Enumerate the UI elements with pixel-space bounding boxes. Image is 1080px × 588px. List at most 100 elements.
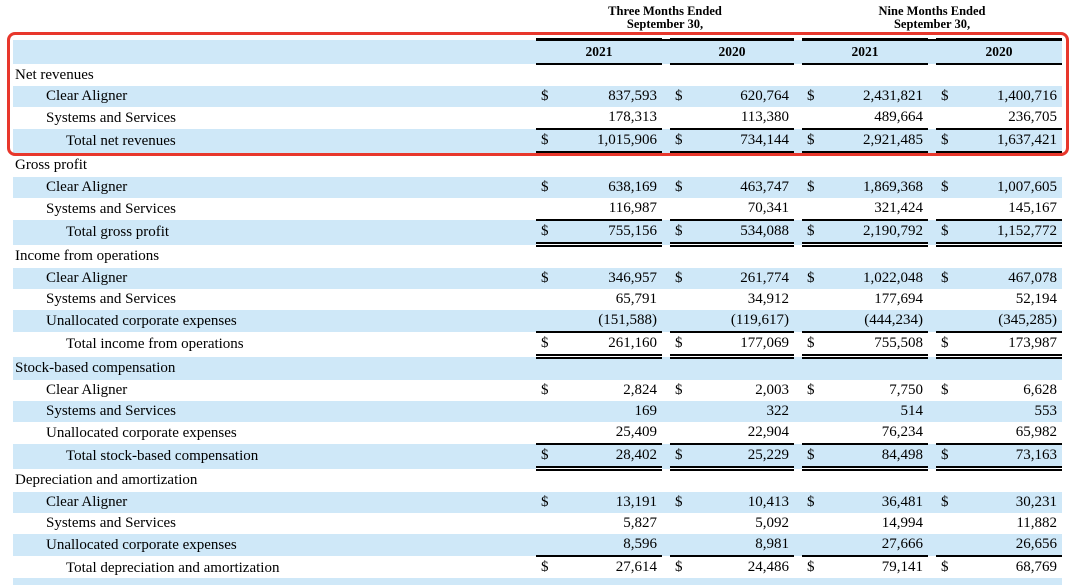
spacer-cell <box>662 220 670 245</box>
value-cell: 24,486 <box>704 556 795 583</box>
dollar-sign-cell <box>670 401 704 422</box>
dollar-sign-cell <box>670 422 704 445</box>
dollar-sign-cell: $ <box>936 556 971 583</box>
spacer-cell <box>936 468 971 492</box>
dollar-sign-cell: $ <box>670 492 704 513</box>
spacer-cell <box>928 332 937 357</box>
value-cell: 2,921,485 <box>836 129 929 156</box>
value-cell: (119,617) <box>704 310 795 333</box>
value-cell: 620,764 <box>704 86 795 107</box>
table-row: Systems and Services 178,313 113,380 489,66… <box>13 107 1063 130</box>
table-body: Net revenues Clear Aligner $837,593 $620,76… <box>13 64 1063 583</box>
spacer-cell <box>662 153 670 177</box>
value-cell: 553 <box>970 401 1063 422</box>
spacer-cell <box>928 492 937 513</box>
period-header-three-months: Three Months Ended September 30, <box>536 0 795 41</box>
value-cell: 514 <box>836 401 929 422</box>
dollar-sign-cell: $ <box>670 268 704 289</box>
table-row: Unallocated corporate expenses 8,596 8,981… <box>13 534 1063 557</box>
value-cell: 7,750 <box>836 380 929 401</box>
spacer-cell <box>970 64 1063 86</box>
value-cell: 11,882 <box>970 513 1063 534</box>
row-label: Total net revenues <box>13 129 536 154</box>
row-label: Clear Aligner <box>13 380 536 401</box>
table-row: Clear Aligner $837,593 $620,764 $2,431,821 $… <box>13 86 1063 107</box>
dollar-sign-cell: $ <box>936 177 971 198</box>
spacer-cell <box>928 468 937 492</box>
spacer-cell <box>670 244 704 268</box>
section-header-row: Net revenues <box>13 64 1063 86</box>
dollar-sign-cell: $ <box>802 220 837 247</box>
dollar-sign-cell: $ <box>536 492 570 513</box>
dollar-sign-cell <box>670 310 704 333</box>
spacer-cell <box>836 153 929 177</box>
dollar-sign-cell <box>536 422 570 445</box>
spacer-cell <box>836 64 929 86</box>
value-cell: 2,003 <box>704 380 795 401</box>
value-cell: 65,982 <box>970 422 1063 445</box>
spacer-cell <box>536 356 570 380</box>
year-header-row: 2021 2020 2021 2020 <box>13 38 1063 65</box>
value-cell: 2,190,792 <box>836 220 929 247</box>
table-row: Total gross profit $755,156 $534,088 $2,190… <box>13 220 1063 247</box>
spacer-cell <box>928 153 937 177</box>
spacer-cell <box>794 244 803 268</box>
dollar-sign-cell: $ <box>670 129 704 156</box>
value-cell: 65,791 <box>570 289 662 310</box>
value-cell: 1,400,716 <box>970 86 1063 107</box>
dollar-sign-cell: $ <box>802 444 837 471</box>
spacer-cell <box>794 513 803 534</box>
value-cell: 113,380 <box>704 107 795 130</box>
dollar-sign-cell: $ <box>936 268 971 289</box>
spacer-cell <box>936 244 971 268</box>
period-title-line1: Three Months Ended <box>608 4 722 18</box>
dollar-sign-cell: $ <box>536 380 570 401</box>
spacer-cell <box>928 289 937 310</box>
dollar-sign-cell <box>802 401 837 422</box>
spacer-cell <box>570 244 662 268</box>
spacer-cell <box>928 444 937 469</box>
spacer-cell <box>794 468 803 492</box>
year-header: 2020 <box>670 38 795 65</box>
value-cell: 68,769 <box>970 556 1063 583</box>
spacer-cell <box>794 64 803 86</box>
value-cell: 26,656 <box>970 534 1063 557</box>
spacer-cell <box>570 64 662 86</box>
spacer-cell <box>928 86 937 107</box>
dollar-sign-cell <box>536 198 570 221</box>
value-cell: 27,614 <box>570 556 662 583</box>
row-label: Total stock-based compensation <box>13 444 536 469</box>
value-cell: 534,088 <box>704 220 795 247</box>
value-cell: (444,234) <box>836 310 929 333</box>
value-cell: 13,191 <box>570 492 662 513</box>
table-row: Total income from operations $261,160 $177… <box>13 332 1063 359</box>
dollar-sign-cell: $ <box>536 444 570 471</box>
dollar-sign-cell: $ <box>802 492 837 513</box>
value-cell: 145,167 <box>970 198 1063 221</box>
value-cell: 463,747 <box>704 177 795 198</box>
year-header: 2021 <box>536 38 662 65</box>
value-cell: 10,413 <box>704 492 795 513</box>
value-cell: 36,481 <box>836 492 929 513</box>
value-cell: 28,402 <box>570 444 662 471</box>
value-cell: 73,163 <box>970 444 1063 471</box>
value-cell: 755,508 <box>836 332 929 359</box>
dollar-sign-cell: $ <box>670 332 704 359</box>
dollar-sign-cell: $ <box>670 86 704 107</box>
value-cell: 2,824 <box>570 380 662 401</box>
spacer-cell <box>704 468 795 492</box>
spacer-cell <box>802 153 837 177</box>
value-cell: 22,904 <box>704 422 795 445</box>
dollar-sign-cell <box>936 198 971 221</box>
spacer-cell <box>794 356 803 380</box>
value-cell: 321,424 <box>836 198 929 221</box>
dollar-sign-cell <box>936 534 971 557</box>
table-row: Clear Aligner $346,957 $261,774 $1,022,048 $… <box>13 268 1063 289</box>
spacer-cell <box>794 39 803 64</box>
dollar-sign-cell: $ <box>936 220 971 247</box>
value-cell: 467,078 <box>970 268 1063 289</box>
dollar-sign-cell: $ <box>936 129 971 156</box>
partial-next-row-stripe <box>13 578 1062 585</box>
spacer-cell <box>794 534 803 556</box>
dollar-sign-cell <box>936 422 971 445</box>
